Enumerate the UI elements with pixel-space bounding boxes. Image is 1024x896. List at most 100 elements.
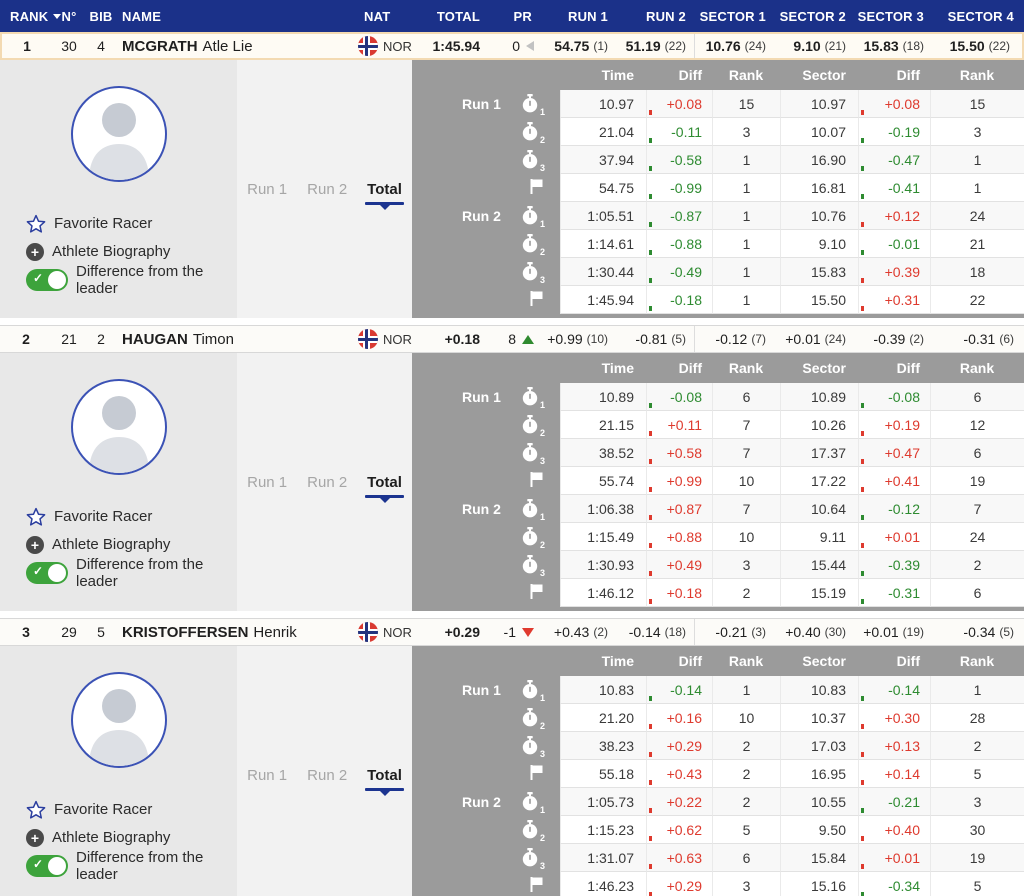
stopwatch-icon: 3 [522, 847, 545, 871]
tab-total[interactable]: Total [365, 474, 404, 503]
racer-summary-row[interactable]: 1 30 4 MCGRATH Atle Lie NOR 1:45.94 0 54… [0, 32, 1024, 60]
split-diff: +0.08 [646, 90, 712, 118]
star-icon [26, 800, 46, 819]
split-row: Run 2 1 1:05.73 +0.22 2 10.55 -0.21 3 [412, 788, 1024, 816]
sector-diff: -0.12 [858, 495, 930, 523]
tab-run1[interactable]: Run 1 [247, 180, 288, 198]
finish-flag-icon [529, 178, 544, 198]
split-row: Run 1 1 10.89 -0.08 6 10.89 -0.08 6 [412, 383, 1024, 411]
difference-toggle-row: ✓ Difference from the leader [26, 263, 237, 297]
split-diff: +0.88 [646, 523, 712, 551]
split-row: 2 1:14.61 -0.88 1 9.10 -0.01 21 [412, 230, 1024, 258]
stopwatch-icon: 1 [522, 386, 545, 410]
split-row: 1:45.94 -0.18 1 15.50 +0.31 22 [412, 286, 1024, 314]
split-time: 1:31.07 [560, 844, 646, 872]
racer-summary-row[interactable]: 2 21 2 HAUGAN Timon NOR +0.18 8 +0.99 (1… [0, 325, 1024, 353]
col-run1[interactable]: RUN 1 [567, 8, 608, 24]
splits-col-sector: Sector [802, 67, 846, 83]
split-row-label: Run 1 1 [412, 676, 560, 704]
athlete-biography-button[interactable]: + Athlete Biography [26, 533, 237, 556]
tab-total[interactable]: Total [365, 181, 404, 210]
sector-time: 15.16 [780, 872, 858, 896]
first-name: Henrik [253, 623, 297, 641]
sector4-cell: 15.50 (22) [949, 38, 1010, 54]
col-run2[interactable]: RUN 2 [645, 8, 686, 24]
tab-run1[interactable]: Run 1 [247, 473, 288, 491]
stopwatch-number: 3 [539, 274, 545, 285]
sector-time: 10.89 [780, 383, 858, 411]
split-row-label [412, 872, 560, 896]
difference-toggle[interactable]: ✓ [26, 854, 68, 877]
athlete-biography-button[interactable]: + Athlete Biography [26, 826, 237, 849]
favorite-racer-button[interactable]: Favorite Racer [26, 212, 237, 235]
sector4-cell: -0.34 (5) [963, 624, 1014, 640]
split-row-label: 2 [412, 704, 560, 732]
col-nat[interactable]: NAT [364, 8, 391, 24]
sector-rank: 12 [930, 411, 1024, 439]
col-name[interactable]: NAME [122, 8, 162, 24]
col-sector1[interactable]: SECTOR 1 [699, 8, 766, 24]
sector3-cell: -0.39 (2) [873, 331, 924, 347]
favorite-racer-label: Favorite Racer [54, 801, 153, 818]
athlete-biography-button[interactable]: + Athlete Biography [26, 240, 237, 263]
sector-rank: 24 [930, 523, 1024, 551]
split-row-label: 2 [412, 230, 560, 258]
split-rank: 1 [712, 286, 780, 314]
split-rank: 7 [712, 495, 780, 523]
col-total[interactable]: TOTAL [436, 8, 480, 24]
sector-time: 16.81 [780, 174, 858, 202]
favorite-racer-button[interactable]: Favorite Racer [26, 505, 237, 528]
sector1-cell: -0.12 (7) [694, 326, 776, 352]
split-diff: +0.49 [646, 551, 712, 579]
split-time: 1:14.61 [560, 230, 646, 258]
split-rank: 10 [712, 467, 780, 495]
split-row-label [412, 579, 560, 607]
active-tab-underline [365, 787, 404, 791]
favorite-racer-button[interactable]: Favorite Racer [26, 798, 237, 821]
tab-run2[interactable]: Run 2 [307, 180, 348, 198]
col-pr[interactable]: PR [513, 8, 532, 24]
sector-rank: 3 [930, 118, 1024, 146]
split-row-label: 3 [412, 732, 560, 760]
sector2-cell: 9.10 (21) [793, 38, 846, 54]
split-time: 1:30.93 [560, 551, 646, 579]
split-row: Run 2 1 1:05.51 -0.87 1 10.76 +0.12 24 [412, 202, 1024, 230]
nation-cell: NOR [350, 326, 414, 352]
run-label: Run 1 [462, 389, 501, 405]
run1-cell: +0.99 (10) [547, 331, 608, 347]
plus-icon: + [26, 242, 44, 261]
col-rank[interactable]: RANK [0, 9, 62, 24]
col-sector4[interactable]: SECTOR 4 [947, 8, 1014, 24]
sector3-cell: +0.01 (19) [863, 624, 924, 640]
split-row-label [412, 174, 560, 202]
split-row: Run 2 1 1:06.38 +0.87 7 10.64 -0.12 7 [412, 495, 1024, 523]
athlete-controls: Favorite Racer + Athlete Biography ✓ Dif… [0, 798, 237, 883]
difference-toggle[interactable]: ✓ [26, 561, 68, 584]
racer-summary-row[interactable]: 3 29 5 KRISTOFFERSEN Henrik NOR +0.29 -1… [0, 618, 1024, 646]
col-sector3[interactable]: SECTOR 3 [857, 8, 924, 24]
col-bib[interactable]: BIB [89, 8, 113, 24]
tab-run2[interactable]: Run 2 [307, 766, 348, 784]
tab-total[interactable]: Total [365, 767, 404, 796]
sector-diff: -0.34 [858, 872, 930, 896]
split-rank: 2 [712, 732, 780, 760]
split-row-label: 2 [412, 411, 560, 439]
split-rank: 3 [712, 872, 780, 896]
col-number[interactable]: N° [61, 8, 77, 24]
sort-desc-icon [53, 13, 62, 19]
racer-name: MCGRATH Atle Lie [116, 34, 350, 58]
stopwatch-icon: 2 [522, 414, 545, 438]
splits-col-diff: Diff [678, 67, 702, 83]
split-rank: 1 [712, 230, 780, 258]
col-sector2[interactable]: SECTOR 2 [779, 8, 846, 24]
plus-icon: + [26, 535, 44, 554]
difference-toggle[interactable]: ✓ [26, 268, 68, 291]
splits-col-rank: Rank [728, 360, 764, 376]
sector-rank: 19 [930, 467, 1024, 495]
tab-run1[interactable]: Run 1 [247, 766, 288, 784]
sector-time: 10.83 [780, 676, 858, 704]
tab-run2[interactable]: Run 2 [307, 473, 348, 491]
sector-diff: -0.19 [858, 118, 930, 146]
splits-rows: Run 1 1 10.83 -0.14 1 10.83 -0.14 1 [412, 676, 1024, 896]
position-change-arrow-icon [522, 627, 534, 637]
